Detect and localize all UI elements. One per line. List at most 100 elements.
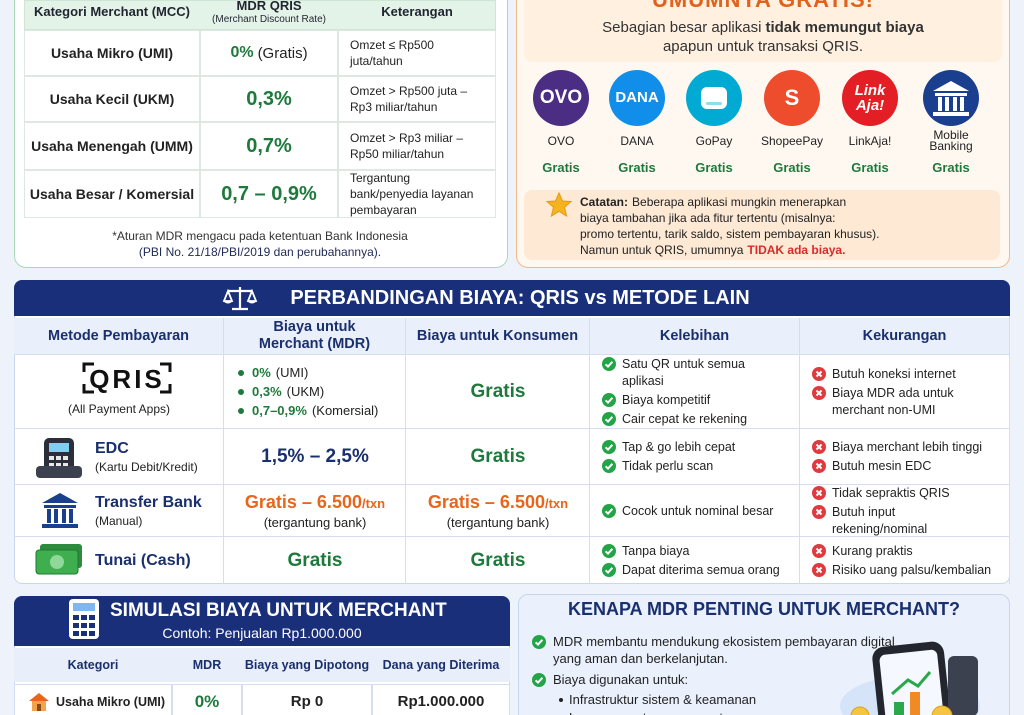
icon-shape [815, 462, 823, 470]
cost-unit: /txn [544, 496, 569, 511]
house-icon [29, 693, 49, 711]
app-logo-word: Link [854, 82, 886, 99]
app-logo [764, 70, 820, 126]
check-icon [532, 673, 546, 687]
table-cell [800, 428, 1010, 484]
note-emphasis: TIDAK ada biaya. [747, 243, 846, 257]
icon-shape [923, 70, 979, 126]
subtitle-text: apapun untuk transaksi QRIS. [662, 38, 864, 55]
mdr-value: 0,7 – 0,9% [221, 182, 317, 205]
table-cell [224, 536, 406, 584]
cost-unit: /txn [361, 496, 386, 511]
icon-shape [815, 443, 823, 451]
disadvantage: Biaya merchant lebih tinggi [832, 440, 983, 454]
icon-shape [29, 693, 49, 701]
header-cell: Kelebihan [590, 318, 800, 354]
icon-shape [81, 631, 87, 636]
cost-value: Gratis [470, 445, 526, 467]
table-cell [800, 536, 1010, 584]
apps-title-box [524, 0, 1002, 62]
why-bullet: MDR membantu mendukung ekosistem pembaya… [553, 634, 895, 666]
icon-shape [933, 81, 969, 116]
app-logo-word: DANA [615, 89, 659, 106]
value-cell: Gratis [406, 430, 590, 484]
icon-shape [602, 563, 616, 577]
icon-shape [37, 704, 41, 711]
table-cell [14, 484, 224, 536]
mdr-value: 0,7% [246, 134, 292, 157]
comparison-title-band [14, 280, 1010, 316]
disadvantage: Butuh mesin EDC [832, 459, 932, 473]
table-cell [224, 354, 406, 428]
table-cell [224, 484, 406, 536]
icon-shape [54, 509, 58, 523]
apps-title: UMUMNYA GRATIS! [524, 0, 1002, 11]
column-header: Biaya untuk Konsumen [416, 327, 579, 344]
advantage: Dapat diterima semua orang [622, 563, 780, 577]
category: Usaha Mikro (UMI) [56, 695, 166, 709]
value-cell: Gratis – 6.500/txn (tergantung bank) [406, 486, 590, 536]
received-value: Rp1.000.000 [397, 693, 485, 710]
check-icon [602, 503, 616, 518]
icon-shape [532, 673, 546, 687]
app-name-box: ShopeePay [756, 130, 828, 152]
table-cell [24, 30, 200, 76]
icon-shape [894, 702, 904, 715]
icon-shape [223, 300, 257, 304]
disadvantage: Tidak sepraktis QRIS [832, 485, 950, 500]
icon-shape [609, 70, 665, 126]
table-cell [338, 76, 496, 122]
value-cell: Gratis – 6.500/txn (tergantung bank) [224, 486, 406, 536]
table-cell [200, 30, 338, 76]
method-name: EDC [95, 440, 129, 457]
app-logo [609, 70, 665, 126]
subtitle-bold: tidak memungut biaya [765, 19, 924, 36]
icon-shape [73, 615, 79, 620]
icon-shape [604, 548, 614, 556]
why-title: KENAPA MDR PENTING UNTUK MERCHANT? [568, 599, 960, 619]
list-item: Biaya kompetitif [602, 392, 794, 409]
icon-shape [49, 456, 68, 467]
app-status: Gratis [695, 160, 733, 175]
list-item: Butuh koneksi internet [812, 366, 1004, 383]
list-item: Tap & go lebih cepat [602, 439, 794, 456]
value-cell: Gratis [406, 356, 590, 428]
value-line: Gratis [288, 550, 343, 573]
app-logo [686, 70, 742, 126]
icon-shape [47, 509, 51, 523]
value-line: Gratis – 6.500/txn [245, 491, 385, 515]
table-cell [800, 484, 1010, 536]
table-cell [14, 536, 224, 584]
method-name: Transfer Bank [95, 494, 202, 511]
icon-shape [602, 544, 616, 558]
column-header: Kelebihan [659, 327, 730, 344]
table-cell [338, 30, 496, 76]
list-item: Tidak perlu scan [602, 458, 794, 475]
icon-shape [533, 70, 589, 126]
list-item: Risiko uang palsu/kembalian [812, 562, 1004, 579]
app-name-box: OVO [525, 130, 597, 152]
footnote: (PBI No. 21/18/PBI/2019 dan perubahannya… [138, 245, 382, 259]
table-cell [14, 684, 172, 715]
app-name: LinkAja! [848, 133, 892, 148]
table-cell [590, 428, 800, 484]
note-line: Namun untuk QRIS, umumnya TIDAK ada biaya… [580, 242, 1000, 258]
list-cell: Biaya merchant lebih tinggi Butuh mesin E… [812, 430, 1004, 484]
star-icon [545, 191, 573, 218]
edc-icon [36, 438, 82, 478]
mdr-value: 0% [252, 365, 271, 380]
mdr-list: 0% (UMI) 0,3% (UKM) 0,7–0,9% (Komersial) [238, 364, 378, 420]
icon-shape [764, 70, 820, 126]
table-cell [200, 122, 338, 170]
icon-shape [73, 615, 95, 636]
mdr-list-item: 0,7–0,9% (Komersial) [238, 402, 378, 420]
cost-note: (tergantung bank) [446, 515, 550, 530]
mdr-note: (UMI) [275, 365, 309, 380]
list-item: Kurang praktis [812, 543, 1004, 560]
column-header: MDR [192, 658, 222, 672]
header-cell: Biaya untuk Merchant (MDR) [224, 318, 406, 354]
bullet-dot [238, 408, 244, 414]
list-item: Satu QR untuk semua aplikasi [602, 356, 794, 390]
note-label: Catatan: [580, 195, 629, 209]
